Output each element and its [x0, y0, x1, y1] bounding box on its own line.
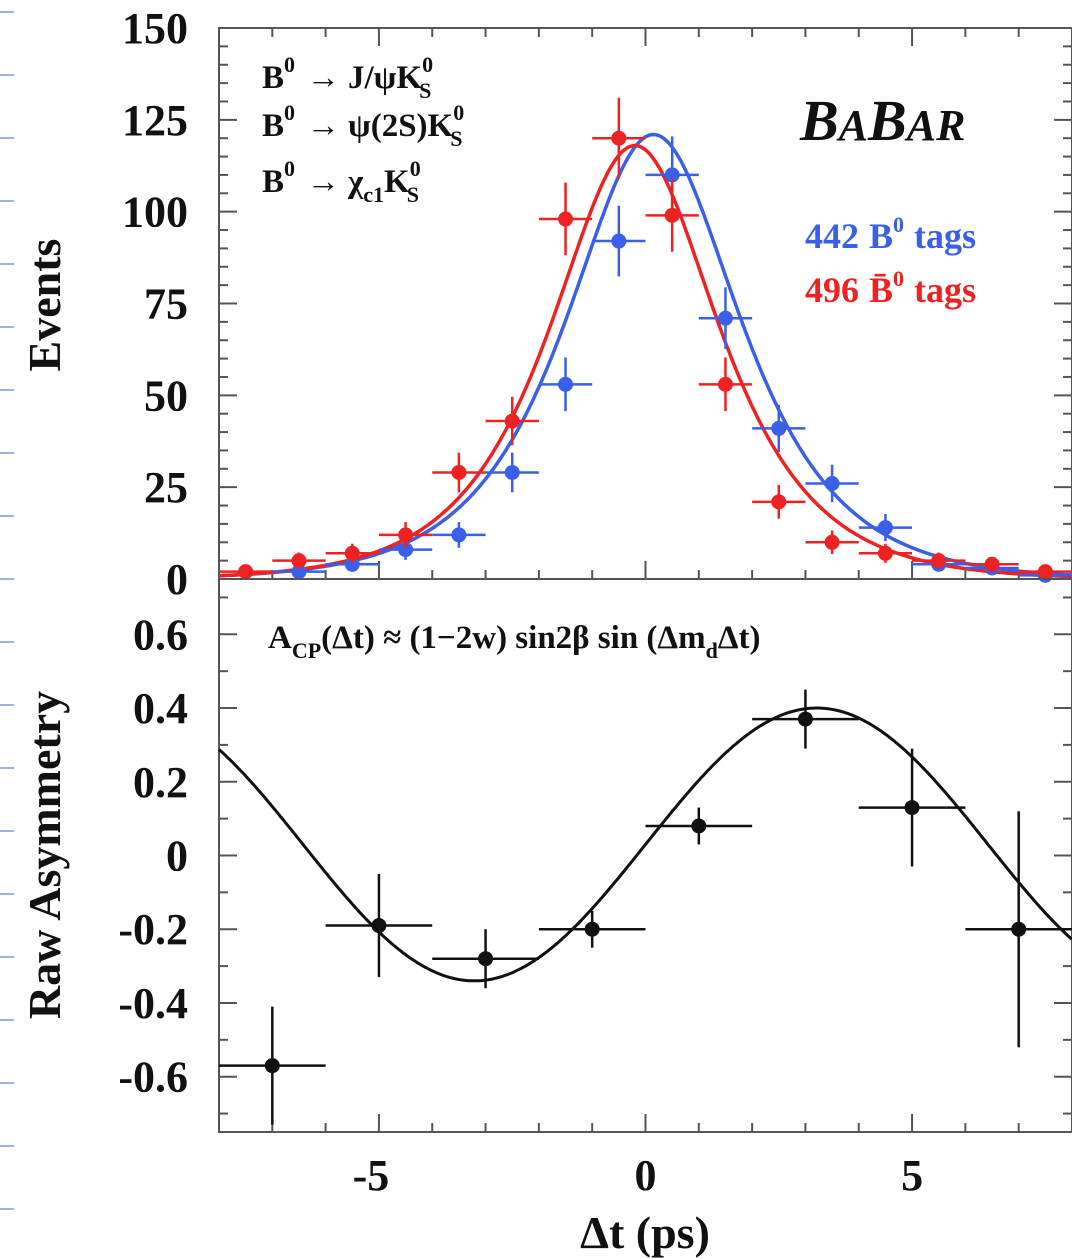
legend-b0bar-tags: 496 B̄0 tags [805, 266, 976, 310]
fit-curve-496 [218, 143, 1072, 579]
events-y-axis-title: Events [19, 239, 70, 372]
asym-y-tick-label: 0.6 [133, 610, 188, 659]
asymmetry-point [645, 807, 753, 845]
asymmetry-panel: 0.6 0.4 0.2 0 -0.2 -0.4 -0.6 -5 0 5 Raw Asymmetr… [19, 578, 1072, 1258]
acp-formula: ACP(Δt) ≈ (1−2w) sin2β sin (ΔmdΔt) [268, 620, 761, 663]
events-point-496 [645, 178, 699, 252]
events-panel: 150 125 100 75 50 25 0 Events B0 → J/ψK0 S B0 → ψ(2… [19, 4, 1072, 604]
events-y-tick-label: 50 [144, 371, 188, 420]
events-point-442 [432, 522, 486, 548]
asym-y-tick-label: 0.2 [133, 758, 188, 807]
events-point-496 [538, 182, 593, 256]
events-point-442 [485, 452, 539, 493]
events-point-442 [698, 287, 753, 350]
decay-annotations: B0 → J/ψK0 S B0 → ψ(2S)K0 S B0 → χc1K0 S [262, 52, 464, 207]
events-point-496 [698, 357, 753, 412]
asymmetry-fit-line [217, 706, 1072, 983]
asymmetry-point [432, 929, 539, 989]
events-point-496 [272, 552, 326, 569]
asymmetry-x-tick-labels: -5 0 5 [353, 1151, 923, 1200]
events-y-tick-label: 150 [122, 4, 188, 53]
x-tick-label: 5 [901, 1151, 923, 1200]
asymmetry-point [538, 910, 646, 948]
asym-y-tick-label: -0.2 [118, 905, 188, 954]
events-point-496 [752, 484, 806, 519]
events-y-tick-labels: 150 125 100 75 50 25 0 [122, 4, 188, 604]
asym-y-tick-label: 0 [166, 832, 188, 881]
asymmetry-plot-frame [218, 578, 1072, 1133]
x-axis-title: Δt (ps) [580, 1207, 710, 1258]
events-point-442 [752, 404, 806, 452]
asymmetry-point [752, 689, 859, 749]
events-point-496 [858, 543, 913, 563]
decay-line-1: B0 → J/ψK0 S [262, 52, 433, 103]
events-legend: 442 B0 tags 496 B̄0 tags [805, 212, 976, 310]
events-point-496 [325, 543, 379, 563]
events-point-496 [1018, 564, 1072, 580]
x-tick-label: -5 [353, 1151, 390, 1200]
events-y-tick-label: 125 [122, 96, 188, 145]
events-point-496 [805, 530, 859, 555]
events-point-442 [805, 464, 859, 503]
events-point-496 [485, 396, 539, 446]
asymmetry-axis-ticks [218, 596, 1072, 1132]
asymmetry-point [965, 811, 1072, 1048]
events-y-tick-label: 25 [144, 463, 188, 512]
events-point-496 [219, 564, 273, 580]
events-point-442 [272, 564, 326, 580]
asym-y-tick-label: -0.6 [118, 1053, 188, 1102]
asymmetry-data-points [219, 689, 1072, 1125]
events-point-496 [912, 552, 966, 569]
events-point-496 [378, 522, 433, 548]
decay-line-3: B0 → χc1K0 S [262, 156, 421, 207]
decay-line-2: B0 → ψ(2S)K0 S [262, 100, 464, 151]
events-point-496 [965, 556, 1019, 572]
fit-curve-442 [218, 132, 1072, 578]
asymmetry-point [325, 873, 433, 978]
x-tick-label: 0 [635, 1151, 657, 1200]
asymmetry-point [858, 748, 966, 867]
events-data-points [219, 97, 1072, 583]
legend-b0-tags: 442 B0 tags [805, 212, 976, 256]
events-point-442 [858, 513, 913, 542]
events-y-tick-label: 100 [122, 188, 188, 237]
events-point-442 [592, 205, 646, 277]
babar-logo: BABAR [799, 88, 965, 153]
asymmetry-y-tick-labels: 0.6 0.4 0.2 0 -0.2 -0.4 -0.6 [118, 610, 188, 1101]
events-point-442 [538, 357, 593, 412]
asymmetry-fit-curve [217, 706, 1072, 983]
asymmetry-y-axis-title: Raw Asymmetry [19, 691, 70, 1019]
events-y-tick-label: 75 [144, 280, 188, 329]
events-point-496 [592, 97, 646, 179]
events-point-442 [378, 539, 433, 560]
margin-dash-marks [0, 11, 14, 1210]
events-point-442 [325, 556, 379, 572]
asym-y-tick-label: -0.4 [118, 979, 188, 1028]
asymmetry-point [219, 1006, 326, 1125]
asym-y-tick-label: 0.4 [133, 684, 188, 733]
events-point-496 [432, 452, 486, 493]
events-fit-curves [218, 132, 1072, 579]
events-y-tick-label: 0 [166, 555, 188, 604]
